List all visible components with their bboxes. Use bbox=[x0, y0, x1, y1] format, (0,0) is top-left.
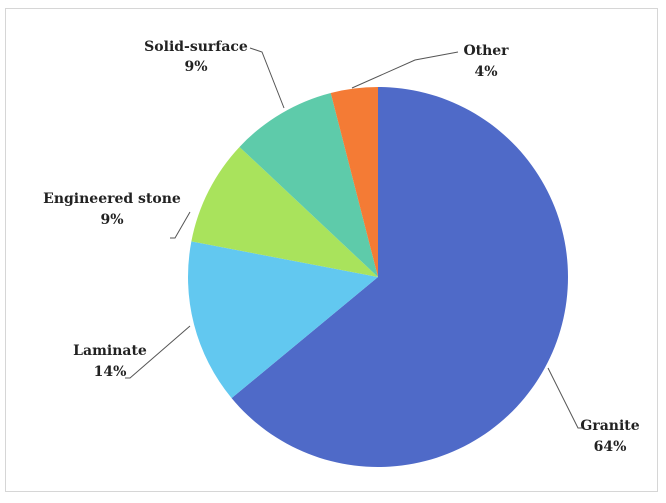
pie-slice-granite bbox=[231, 87, 568, 468]
pie-slice-engineered-stone bbox=[191, 146, 378, 277]
value-engineered-stone: 9% bbox=[100, 212, 123, 228]
label-granite: Granite bbox=[580, 418, 639, 434]
label-other: Other bbox=[463, 43, 509, 59]
value-granite: 64% bbox=[594, 439, 627, 455]
slice-labels: Granite 64% Laminate 14% Engineered ston… bbox=[43, 39, 640, 455]
pie-slice-laminate bbox=[188, 241, 378, 399]
label-laminate: Laminate bbox=[73, 343, 147, 359]
label-solid-surface: Solid-surface bbox=[144, 39, 248, 55]
value-other: 4% bbox=[474, 64, 497, 80]
pie-slice-other bbox=[330, 87, 378, 277]
label-engineered-stone: Engineered stone bbox=[43, 191, 181, 207]
leader-line-other bbox=[351, 51, 459, 89]
leader-line-granite bbox=[547, 367, 582, 429]
leader-line-laminate bbox=[125, 325, 191, 379]
value-solid-surface: 9% bbox=[184, 59, 207, 75]
pie-slices bbox=[188, 87, 568, 468]
pie-slice-solid-surface bbox=[239, 92, 378, 277]
leader-lines bbox=[125, 47, 582, 429]
leader-line-engineered-stone bbox=[170, 211, 191, 239]
leader-line-solid-surface bbox=[249, 47, 285, 109]
value-laminate: 14% bbox=[94, 364, 127, 380]
